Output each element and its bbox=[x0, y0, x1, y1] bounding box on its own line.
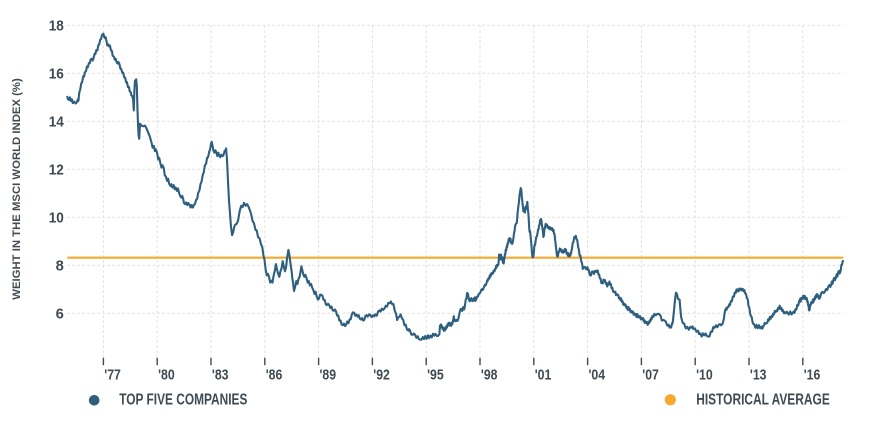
svg-text:'04: '04 bbox=[589, 367, 606, 384]
svg-text:'01: '01 bbox=[535, 367, 552, 384]
svg-text:'83: '83 bbox=[212, 367, 229, 384]
svg-text:'92: '92 bbox=[373, 367, 390, 384]
svg-text:8: 8 bbox=[56, 258, 64, 275]
svg-text:16: 16 bbox=[49, 66, 64, 83]
svg-text:'98: '98 bbox=[481, 367, 498, 384]
svg-text:10: 10 bbox=[49, 210, 64, 227]
svg-text:'89: '89 bbox=[320, 367, 337, 384]
svg-text:'10: '10 bbox=[696, 367, 713, 384]
svg-text:'13: '13 bbox=[750, 367, 767, 384]
svg-text:18: 18 bbox=[49, 18, 64, 35]
svg-text:WEIGHT IN THE MSCI WORLD INDEX: WEIGHT IN THE MSCI WORLD INDEX (%) bbox=[11, 78, 23, 300]
svg-text:'07: '07 bbox=[642, 367, 659, 384]
svg-text:'95: '95 bbox=[427, 367, 444, 384]
svg-text:12: 12 bbox=[49, 162, 64, 179]
svg-text:14: 14 bbox=[49, 114, 65, 131]
svg-text:'86: '86 bbox=[266, 367, 283, 384]
svg-text:TOP FIVE COMPANIES: TOP FIVE COMPANIES bbox=[119, 392, 247, 409]
svg-text:'80: '80 bbox=[158, 367, 175, 384]
svg-text:HISTORICAL AVERAGE: HISTORICAL AVERAGE bbox=[696, 392, 830, 409]
svg-text:6: 6 bbox=[56, 306, 64, 323]
svg-text:'16: '16 bbox=[804, 367, 821, 384]
svg-text:'77: '77 bbox=[104, 367, 121, 384]
